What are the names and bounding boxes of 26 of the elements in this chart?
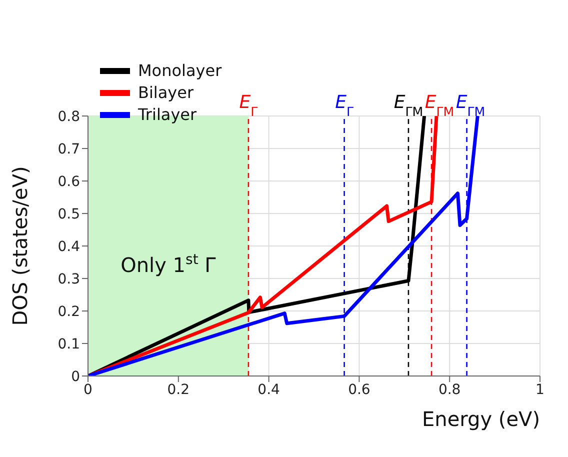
x-tick-label: 0.2 [167, 382, 190, 398]
ref-line-label: E$_{ΓM}$ [394, 92, 424, 118]
band-label: Only 1$^{st}$ Γ [120, 252, 217, 277]
ref-line-label: E$_{ΓM}$ [456, 92, 486, 118]
y-tick-label: 0 [71, 368, 80, 385]
y-tick-label: 0.4 [58, 238, 80, 255]
y-axis-title: DOS (states/eV) [8, 166, 32, 326]
y-tick-label: 0.5 [58, 206, 80, 222]
ref-line-label: E$_{Γ}$ [335, 92, 354, 118]
y-tick-label: 0.6 [58, 174, 80, 190]
y-tick-label: 0.7 [58, 141, 80, 158]
x-tick-label: 0.4 [258, 382, 280, 398]
legend-label: Trilayer [138, 104, 197, 126]
legend-label: Monolayer [138, 60, 222, 82]
x-axis-title: Energy (eV) [422, 407, 540, 431]
y-tick-label: 0.8 [58, 108, 80, 125]
x-tick-label: 1 [536, 382, 544, 398]
ref-line-label: E$_{ΓM}$ [424, 92, 454, 118]
x-tick-label: 0.8 [438, 382, 461, 398]
x-tick-label: 0.6 [348, 382, 370, 398]
legend-label: Bilayer [138, 82, 194, 104]
x-tick-label: 0 [84, 382, 92, 398]
ref-line-label: E$_{Γ}$ [239, 92, 258, 118]
y-tick-label: 0.2 [58, 304, 80, 320]
y-tick-label: 0.3 [58, 271, 80, 288]
y-tick-label: 0.1 [58, 336, 80, 352]
